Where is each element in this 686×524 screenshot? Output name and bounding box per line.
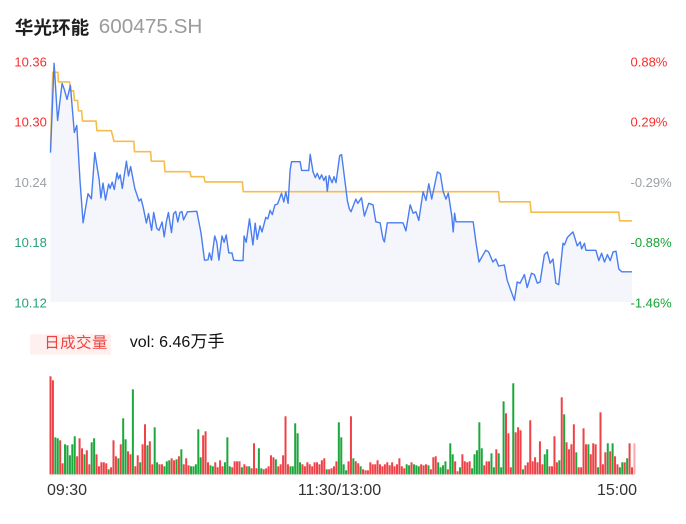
svg-text:0.88%: 0.88% bbox=[631, 55, 668, 70]
svg-text:-1.46%: -1.46% bbox=[631, 295, 673, 310]
svg-text:10.12: 10.12 bbox=[14, 295, 47, 310]
svg-text:-0.29%: -0.29% bbox=[631, 175, 673, 190]
svg-text:15:00: 15:00 bbox=[597, 482, 637, 499]
svg-text:11:30/13:00: 11:30/13:00 bbox=[298, 482, 381, 499]
svg-text:09:30: 09:30 bbox=[47, 482, 87, 499]
svg-text:0.29%: 0.29% bbox=[631, 115, 668, 130]
svg-text:vol: 6.46: vol: 6.46 bbox=[130, 334, 191, 351]
svg-text:10.24: 10.24 bbox=[14, 175, 47, 190]
svg-text:10.18: 10.18 bbox=[14, 235, 47, 250]
svg-text:600475.SH: 600475.SH bbox=[99, 15, 203, 38]
svg-text:10.30: 10.30 bbox=[14, 115, 47, 130]
svg-text:-0.88%: -0.88% bbox=[631, 235, 673, 250]
svg-text:10.36: 10.36 bbox=[14, 55, 47, 70]
